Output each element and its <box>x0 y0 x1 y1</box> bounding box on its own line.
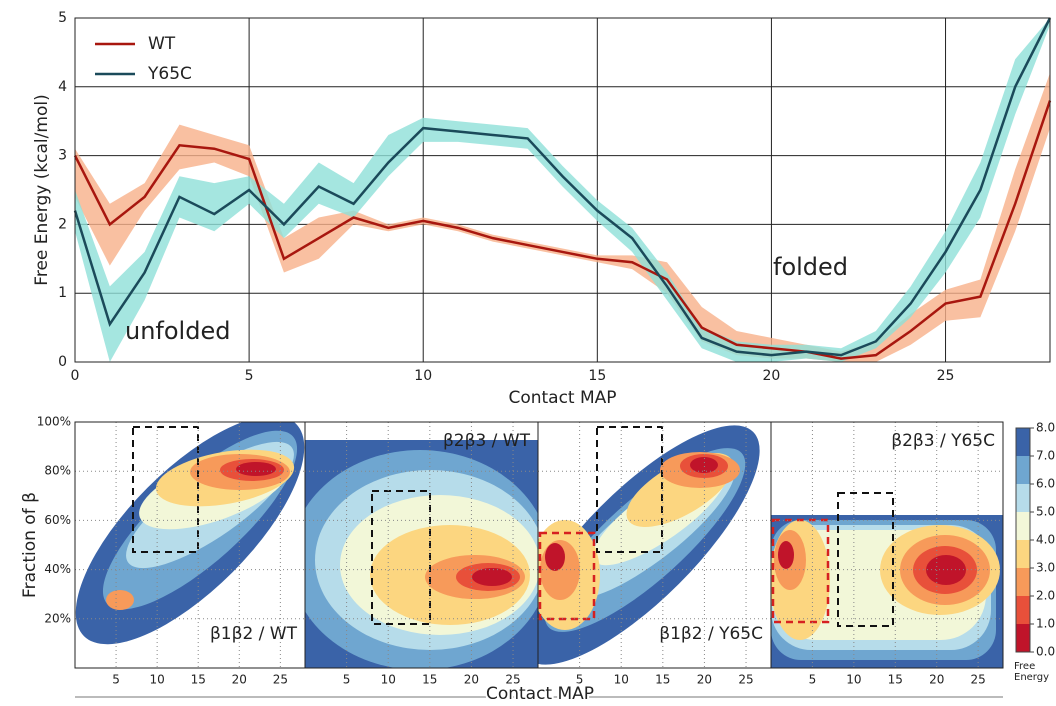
legend-label: WT <box>148 34 176 54</box>
x-tick-label: 10 <box>414 368 432 384</box>
series-line <box>73 17 1052 357</box>
x-tick-label: 15 <box>191 673 206 687</box>
colorbar-tick-label: 5.0 <box>1036 505 1055 519</box>
contour-panel <box>771 492 1003 668</box>
x-tick-label: 25 <box>971 673 986 687</box>
colorbar-segment <box>1016 484 1030 512</box>
y-tick-label: 100% <box>37 415 71 429</box>
x-tick-label: 5 <box>576 673 584 687</box>
x-tick-label: 20 <box>697 673 712 687</box>
y-axis-label: Fraction of β <box>20 492 40 598</box>
legend-label: Y65C <box>147 64 192 84</box>
colorbar-segment <box>1016 596 1030 624</box>
x-tick-label: 25 <box>273 673 288 687</box>
colorbar-tick-label: 2.0 <box>1036 589 1055 603</box>
colorbar-label: Free <box>1014 661 1035 672</box>
x-tick-label: 15 <box>422 673 437 687</box>
colorbar-tick-label: 6.0 <box>1036 477 1055 491</box>
colorbar-tick-label: 7.0 <box>1036 449 1055 463</box>
y-tick-label: 40% <box>44 562 71 576</box>
x-tick-label: 20 <box>232 673 247 687</box>
x-tick-label: 15 <box>888 673 903 687</box>
x-tick-label: 0 <box>71 368 80 384</box>
colorbar-segment <box>1016 624 1030 652</box>
contour-chart: 5 10 15 20 25 β1β2 / WT 5 10 15 20 25 β2β3 / WT 5 10 1… <box>20 415 1055 706</box>
x-tick-label: 5 <box>112 673 120 687</box>
x-tick-label: 20 <box>763 368 781 384</box>
y-tick-label: 1 <box>58 285 67 301</box>
series-line <box>73 100 1052 360</box>
colorbar-tick-label: 1.0 <box>1036 617 1055 631</box>
x-tick-label: 20 <box>464 673 479 687</box>
x-tick-label: 5 <box>245 368 254 384</box>
colorbar-label: Energy <box>1014 672 1049 683</box>
colorbar-tick-label: 8.0 <box>1036 421 1055 435</box>
annotation: folded <box>773 253 848 281</box>
x-tick-label: 15 <box>588 368 606 384</box>
colorbar-segment <box>1016 428 1030 456</box>
line-chart: 0 1 2 3 4 5 0 5 10 15 20 25 WT Y65C Free Energy (kcal/… <box>32 10 1052 408</box>
colorbar-segment <box>1016 456 1030 484</box>
x-tick-label: 20 <box>929 673 944 687</box>
colorbar-segment <box>1016 568 1030 596</box>
y-tick-label: 2 <box>58 216 67 232</box>
colorbar-tick-label: 0.0 <box>1036 645 1055 659</box>
y-tick-label: 0 <box>58 354 67 370</box>
x-tick-label: 15 <box>655 673 670 687</box>
y-axis-label: Free Energy (kcal/mol) <box>32 94 52 285</box>
panel-label: β2β3 / WT <box>443 431 531 451</box>
annotation: unfolded <box>125 317 230 345</box>
panel-frame <box>770 421 1004 669</box>
x-axis-label: Contact MAP <box>486 684 594 704</box>
x-tick-label: 10 <box>381 673 396 687</box>
colorbar-segment <box>1016 540 1030 568</box>
contour-panel <box>538 425 760 665</box>
x-tick-label: 10 <box>846 673 861 687</box>
x-axis-label: Contact MAP <box>508 388 616 408</box>
colorbar-segment <box>1016 512 1030 540</box>
colorbar-tick-label: 4.0 <box>1036 533 1055 547</box>
y-tick-label: 80% <box>44 464 71 478</box>
x-tick-label: 25 <box>937 368 955 384</box>
y-tick-label: 4 <box>58 79 67 95</box>
contour-panel <box>305 440 538 668</box>
y-tick-label: 60% <box>44 513 71 527</box>
x-tick-label: 10 <box>150 673 165 687</box>
y-tick-label: 20% <box>44 611 71 625</box>
x-tick-label: 25 <box>738 673 753 687</box>
plot-frame <box>74 17 1051 363</box>
colorbar-tick-label: 3.0 <box>1036 561 1055 575</box>
x-tick-label: 5 <box>343 673 351 687</box>
x-tick-label: 25 <box>505 673 520 687</box>
panel-label: β2β3 / Y65C <box>891 431 995 451</box>
panel-label: β1β2 / WT <box>210 624 298 644</box>
x-tick-label: 10 <box>614 673 629 687</box>
panel-label: β1β2 / Y65C <box>659 624 763 644</box>
y-tick-label: 3 <box>58 148 67 164</box>
x-tick-label: 5 <box>809 673 817 687</box>
y-tick-label: 5 <box>58 10 67 26</box>
